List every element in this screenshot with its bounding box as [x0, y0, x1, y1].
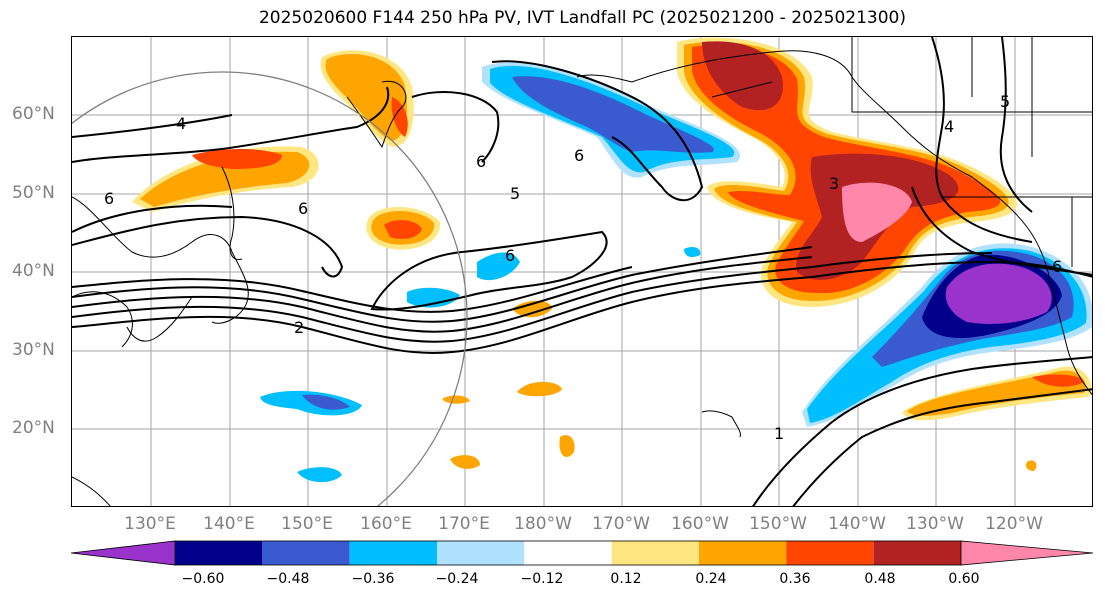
contour-label: 6 — [104, 189, 114, 208]
colorbar-segment — [175, 541, 263, 565]
longitude-label: 170°E — [438, 514, 490, 534]
colorbar-tick-label: 0.24 — [695, 571, 727, 587]
longitude-label: 140°E — [203, 514, 255, 534]
contour-label: 6 — [476, 152, 486, 171]
longitude-label: 130°E — [124, 514, 176, 534]
longitude-label: 140°W — [828, 514, 886, 534]
longitude-label: 160°W — [671, 514, 729, 534]
colorbar-tick-label: −0.36 — [351, 571, 395, 587]
colorbar-tick-label: −0.24 — [435, 571, 479, 587]
colorbar-segment — [873, 541, 961, 565]
coastlines — [72, 37, 1092, 506]
longitude-label: 120°W — [985, 514, 1043, 534]
negative-anomaly-fills — [260, 62, 1092, 483]
longitude-label: 160°E — [360, 514, 412, 534]
colorbar-min-arrow — [71, 540, 176, 566]
colorbar-tick-label: 0.12 — [610, 571, 642, 587]
latitude-label: 20°N — [12, 418, 55, 438]
contour-label: 4 — [176, 114, 186, 133]
colorbar-tick-label: 0.48 — [864, 571, 896, 587]
contour-label: 3 — [829, 174, 839, 193]
contour-label: 5 — [1000, 92, 1010, 111]
radius-circle — [72, 71, 468, 506]
contour-label: 1 — [774, 424, 784, 443]
pv-contours — [72, 37, 1092, 506]
colorbar-tick-label: 0.60 — [948, 571, 980, 587]
colorbar-segment — [349, 541, 437, 565]
colorbar-tick-label: 0.36 — [779, 571, 811, 587]
latitude-label: 40°N — [12, 261, 55, 281]
contour-label: 5 — [510, 184, 520, 203]
longitude-label: 170°W — [592, 514, 650, 534]
longitude-label: 180°W — [514, 514, 572, 534]
map-canvas: 4 6 6 6 6 2 1 3 5 6 6 5 4 — [72, 37, 1092, 506]
colorbar-segment — [262, 541, 350, 565]
latitude-label: 50°N — [12, 183, 55, 203]
colorbar-segment — [611, 541, 699, 565]
contour-label: 6 — [1052, 257, 1062, 276]
longitude-label: 150°E — [281, 514, 333, 534]
contour-label: 2 — [294, 318, 304, 337]
colorbar-tick-label: −0.60 — [181, 571, 225, 587]
positive-anomaly-fills — [132, 37, 1092, 471]
colorbar-max-arrow — [960, 540, 1094, 566]
colorbar — [71, 540, 1094, 566]
colorbar-tick-label: −0.48 — [266, 571, 310, 587]
contour-label: 6 — [298, 199, 308, 218]
plot-title: 2025020600 F144 250 hPa PV, IVT Landfall… — [258, 8, 906, 28]
latitude-label: 60°N — [12, 104, 55, 124]
colorbar-tick-label: −0.12 — [520, 571, 564, 587]
latitude-label: 30°N — [12, 340, 55, 360]
longitude-label: 130°W — [906, 514, 964, 534]
colorbar-segment — [699, 541, 787, 565]
contour-label-group: 4 6 6 6 6 2 1 3 5 6 6 5 4 — [104, 92, 1062, 443]
map-panel: 4 6 6 6 6 2 1 3 5 6 6 5 4 — [71, 36, 1093, 507]
contour-label: 4 — [944, 117, 954, 136]
contour-label: 6 — [505, 246, 515, 265]
colorbar-segment — [524, 541, 612, 565]
contour-label: 6 — [574, 146, 584, 165]
colorbar-segment — [437, 541, 525, 565]
longitude-label: 150°W — [749, 514, 807, 534]
colorbar-segment — [786, 541, 874, 565]
